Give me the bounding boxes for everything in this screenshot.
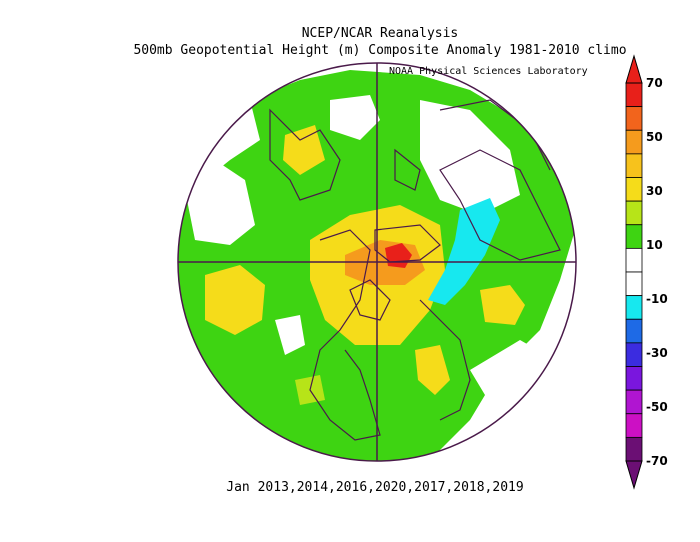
colorbar-label: -10 xyxy=(646,292,668,306)
credit-label: NOAA Physical Sciences Laboratory xyxy=(389,66,588,77)
colorbar-label: 30 xyxy=(646,184,663,198)
colorbar-bin xyxy=(625,342,643,367)
colorbar-label: 50 xyxy=(646,130,663,144)
colorbar-label: 70 xyxy=(646,76,663,90)
colorbar-bin xyxy=(625,106,643,131)
gap-pacific xyxy=(275,315,305,355)
colorbar-bin xyxy=(625,318,643,344)
title-line-1: NCEP/NCAR Reanalysis xyxy=(301,26,459,41)
colorbar-bin xyxy=(625,413,643,438)
colorbar-bins xyxy=(625,82,643,462)
colorbar-label: -50 xyxy=(646,400,668,414)
colorbar-bin xyxy=(625,366,643,391)
anomaly-east-pacific xyxy=(205,265,265,335)
anomaly-north-africa xyxy=(480,285,525,325)
colorbar-label: 10 xyxy=(646,238,663,252)
colorbar-bin xyxy=(625,247,643,273)
colorbar-bin xyxy=(625,224,643,249)
colorbar-bin xyxy=(625,200,643,226)
gap-eurasia xyxy=(420,100,520,215)
map-border xyxy=(177,62,577,462)
anomaly-alaska xyxy=(283,125,325,175)
colorbar-bin xyxy=(625,129,643,155)
colorbar-bin xyxy=(625,436,643,462)
colorbar-bin xyxy=(625,153,643,178)
colorbar-top-tip xyxy=(625,54,643,84)
colorbar-bin xyxy=(625,177,643,202)
anomaly-atlantic-south xyxy=(415,345,450,395)
anomaly-siberia-trough xyxy=(428,198,500,305)
colorbar-bin xyxy=(625,295,643,320)
colorbar-bin xyxy=(625,389,643,415)
title-line-2: 500mb Geopotential Height (m) Composite … xyxy=(133,43,627,58)
coastlines xyxy=(269,99,561,441)
colorbar-label: -70 xyxy=(646,454,668,468)
colorbar-label: -30 xyxy=(646,346,668,360)
colorbar-bottom-tip xyxy=(625,460,643,490)
colorbar-bin xyxy=(625,82,643,108)
gap-northpacific xyxy=(185,160,255,245)
colorbar-bin xyxy=(625,271,643,297)
composite-years-caption: Jan 2013,2014,2016,2020,2017,2018,2019 xyxy=(226,480,524,495)
gap-arctic xyxy=(330,95,380,140)
